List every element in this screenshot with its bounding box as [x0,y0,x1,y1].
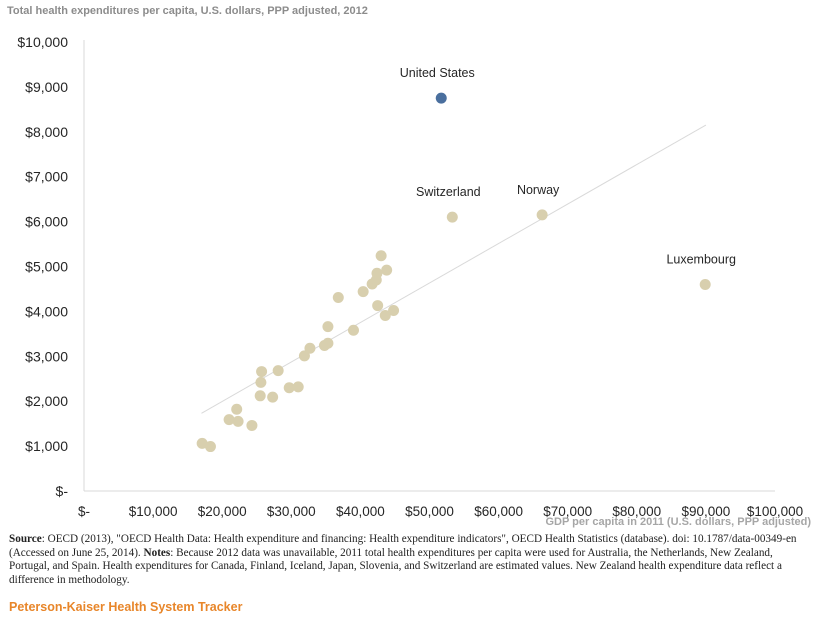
x-axis-tick-labels: $- $10,000 $20,000 $30,000 $40,000 $50,000 $60… [78,504,803,519]
x-tick-label: $60,000 [474,504,523,519]
data-point [267,391,279,403]
data-point [256,366,268,378]
data-point-label: United States [400,66,475,80]
x-tick-label: $80,000 [612,504,661,519]
data-point [204,441,216,453]
data-point [223,414,235,426]
y-tick-label: $6,000 [25,214,68,230]
data-point [246,419,258,431]
y-tick-label: $2,000 [25,393,68,409]
data-point [435,92,447,104]
data-point [298,350,310,362]
notes-text: : Because 2012 data was unavailable, 201… [9,546,782,586]
x-axis-label: GDP per capita in 2011 (U.S. dollars, PP… [545,516,811,528]
data-point [254,390,266,402]
data-point [379,309,391,321]
y-tick-label: $5,000 [25,259,68,275]
data-point [536,209,548,221]
y-tick-label: $- [56,483,69,499]
y-tick-label: $1,000 [25,438,68,454]
labeled-data-points: United States Switzerland Norway Luxembourg [400,66,736,290]
brand-label: Peterson-Kaiser Health System Tracker [9,600,243,614]
data-point [196,437,208,449]
source-text: : OECD (2013), "OECD Health Data: Health… [9,533,797,559]
data-point [357,286,369,298]
data-points [196,250,400,453]
data-point [381,264,393,276]
scatter-chart: $- $1,000 $2,000 $3,000 $4,000 $5,000 $6,000 $7… [17,34,811,528]
data-point [272,365,284,377]
data-point [304,342,316,354]
x-tick-label: $90,000 [681,504,730,519]
data-point [322,321,334,333]
data-point [322,337,334,349]
x-tick-label: $70,000 [543,504,592,519]
data-point [375,250,387,262]
data-point [332,291,344,303]
y-tick-label: $3,000 [25,348,68,364]
x-tick-label: $10,000 [129,504,178,519]
data-point-label: Switzerland [416,185,481,199]
data-point [347,324,359,336]
x-tick-label: $30,000 [267,504,316,519]
y-tick-label: $8,000 [25,124,68,140]
x-tick-label: $20,000 [198,504,247,519]
data-point [232,415,244,427]
data-point [388,305,400,317]
y-tick-label: $9,000 [25,79,68,95]
data-point [446,211,458,223]
x-tick-label: $40,000 [336,504,385,519]
data-point [231,403,243,415]
y-tick-label: $4,000 [25,303,68,319]
data-point [699,278,711,290]
y-tick-label: $7,000 [25,169,68,185]
source-label: Source [9,533,42,545]
data-point [255,376,267,388]
notes-label: Notes [143,546,171,559]
data-point-label: Norway [517,183,560,197]
trendline [201,124,707,414]
x-tick-label: $100,000 [747,504,803,519]
x-tick-label: $50,000 [405,504,454,519]
data-point [283,382,295,394]
chart-title: Total health expenditures per capita, U.… [7,5,368,17]
x-tick-label: $- [78,504,90,519]
data-point [371,267,383,279]
data-point-label: Luxembourg [666,252,736,266]
data-point [372,300,384,312]
source-notes: Source: OECD (2013), "OECD Health Data: … [9,533,809,587]
y-axis-tick-labels: $- $1,000 $2,000 $3,000 $4,000 $5,000 $6,000 $7… [17,34,68,499]
y-tick-label: $10,000 [17,34,68,50]
data-point [292,381,304,393]
